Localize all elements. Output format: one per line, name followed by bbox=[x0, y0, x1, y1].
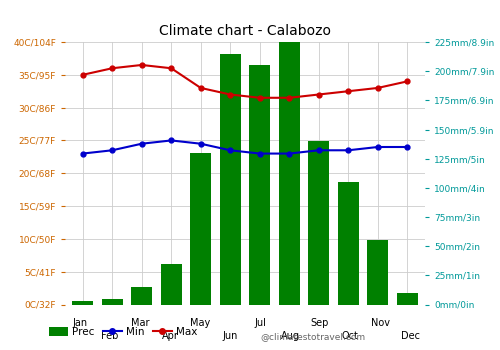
Text: Jul: Jul bbox=[254, 318, 266, 329]
Bar bbox=[132, 287, 152, 304]
Bar bbox=[308, 141, 329, 304]
Bar bbox=[368, 240, 388, 304]
Bar bbox=[279, 36, 299, 304]
Text: Dec: Dec bbox=[400, 331, 419, 341]
Bar bbox=[72, 301, 93, 304]
Text: Aug: Aug bbox=[280, 331, 299, 341]
Title: Climate chart - Calabozo: Climate chart - Calabozo bbox=[159, 24, 331, 38]
Text: Nov: Nov bbox=[370, 318, 390, 329]
Text: Feb: Feb bbox=[102, 331, 118, 341]
Text: Sep: Sep bbox=[311, 318, 329, 329]
Text: Jan: Jan bbox=[72, 318, 88, 329]
Text: May: May bbox=[190, 318, 210, 329]
Text: @climatestotravel.com: @climatestotravel.com bbox=[260, 332, 365, 341]
Bar bbox=[397, 293, 417, 304]
Bar bbox=[102, 299, 122, 304]
Bar bbox=[220, 54, 240, 304]
Text: Jun: Jun bbox=[222, 331, 238, 341]
Bar bbox=[250, 65, 270, 304]
Bar bbox=[190, 153, 211, 304]
Bar bbox=[161, 264, 182, 304]
Bar bbox=[338, 182, 358, 304]
Legend: Prec, Min, Max: Prec, Min, Max bbox=[45, 323, 201, 341]
Text: Mar: Mar bbox=[131, 318, 149, 329]
Text: Oct: Oct bbox=[342, 331, 358, 341]
Text: Apr: Apr bbox=[162, 331, 178, 341]
